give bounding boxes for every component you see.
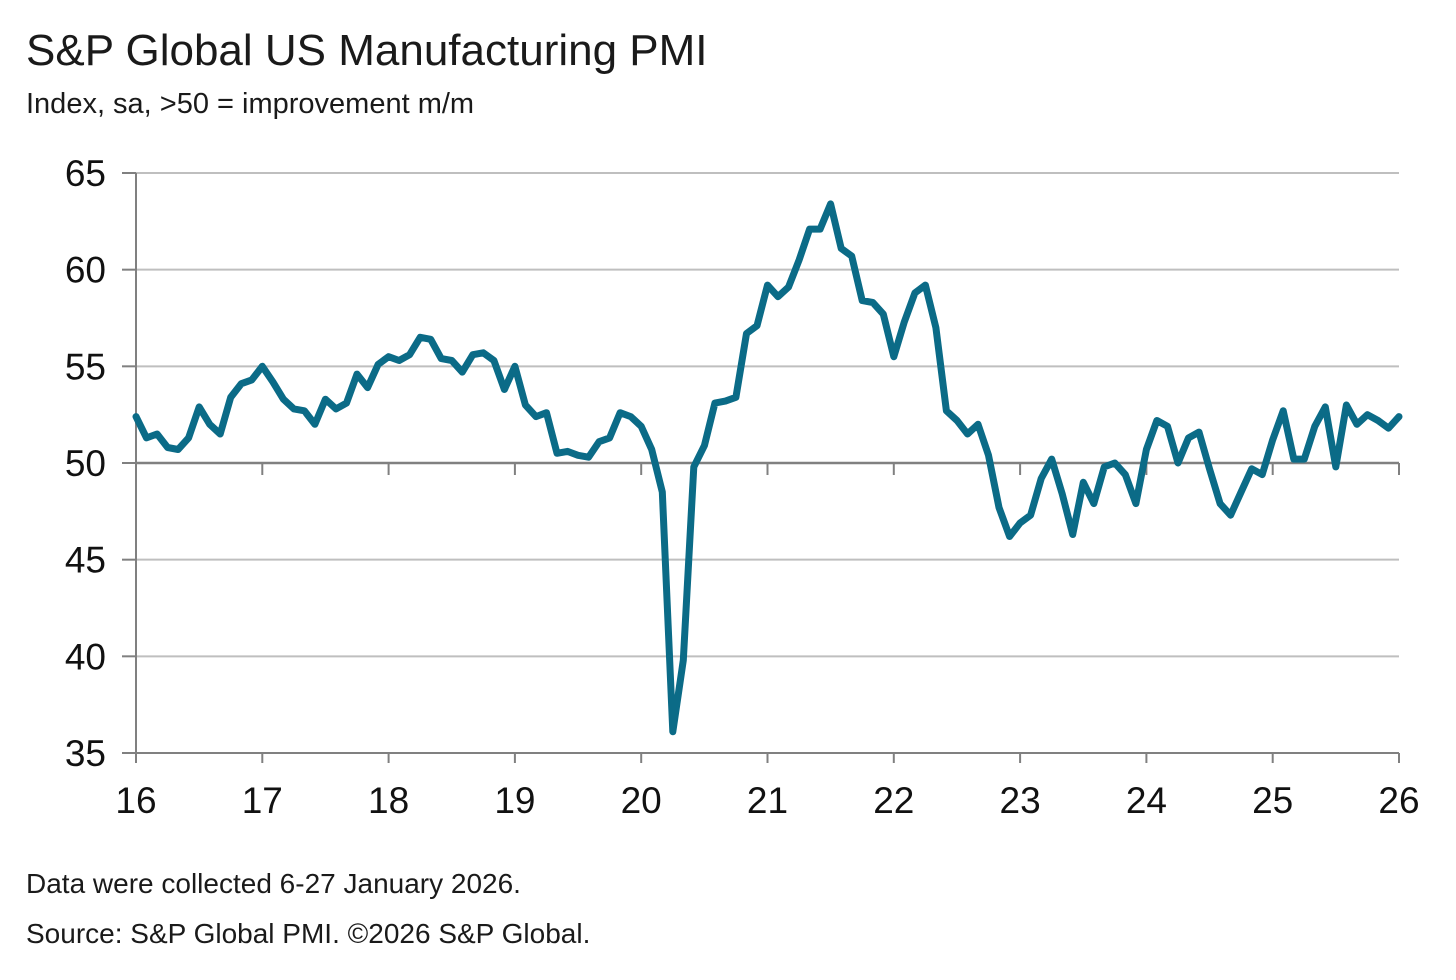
x-tick-label-18: 18 xyxy=(368,780,409,821)
x-tick-label-16: 16 xyxy=(115,780,156,821)
series-line-pmi xyxy=(132,200,1403,736)
pmi-line-chart: 65 60 55 50 45 40 35 16 17 18 19 20 21 22 23 24 25 26 xyxy=(65,153,1420,821)
y-tick-label-35: 35 xyxy=(65,733,106,774)
y-tick-label-60: 60 xyxy=(65,250,106,291)
chart-subtitle: Index, sa, >50 = improvement m/m xyxy=(26,88,475,120)
x-tick-label-24: 24 xyxy=(1126,780,1167,821)
y-tick-label-50: 50 xyxy=(65,443,106,484)
x-tick-label-25: 25 xyxy=(1252,780,1293,821)
x-tick-label-23: 23 xyxy=(1000,780,1041,821)
y-tick-label-55: 55 xyxy=(65,346,106,387)
y-tick-label-40: 40 xyxy=(65,636,106,677)
data-collection-note: Data were collected 6-27 January 2026. xyxy=(26,868,521,899)
gridlines xyxy=(136,172,1399,658)
x-axis-tick-labels: 16 17 18 19 20 21 22 23 24 25 26 xyxy=(115,780,1419,821)
x-tick-label-22: 22 xyxy=(873,780,914,821)
y-tick-label-65: 65 xyxy=(65,153,106,194)
x-tick-label-17: 17 xyxy=(242,780,283,821)
x-tick-label-19: 19 xyxy=(494,780,535,821)
y-axis-tick-labels: 65 60 55 50 45 40 35 xyxy=(65,153,106,774)
axes xyxy=(122,172,1400,763)
x-tick-label-21: 21 xyxy=(747,780,788,821)
chart-title: S&P Global US Manufacturing PMI xyxy=(26,26,708,75)
y-tick-label-45: 45 xyxy=(65,540,106,581)
series-group xyxy=(132,200,1403,736)
x-tick-label-26: 26 xyxy=(1378,780,1419,821)
x-tick-label-20: 20 xyxy=(621,780,662,821)
source-note: Source: S&P Global PMI. ©2026 S&P Global… xyxy=(26,918,591,949)
